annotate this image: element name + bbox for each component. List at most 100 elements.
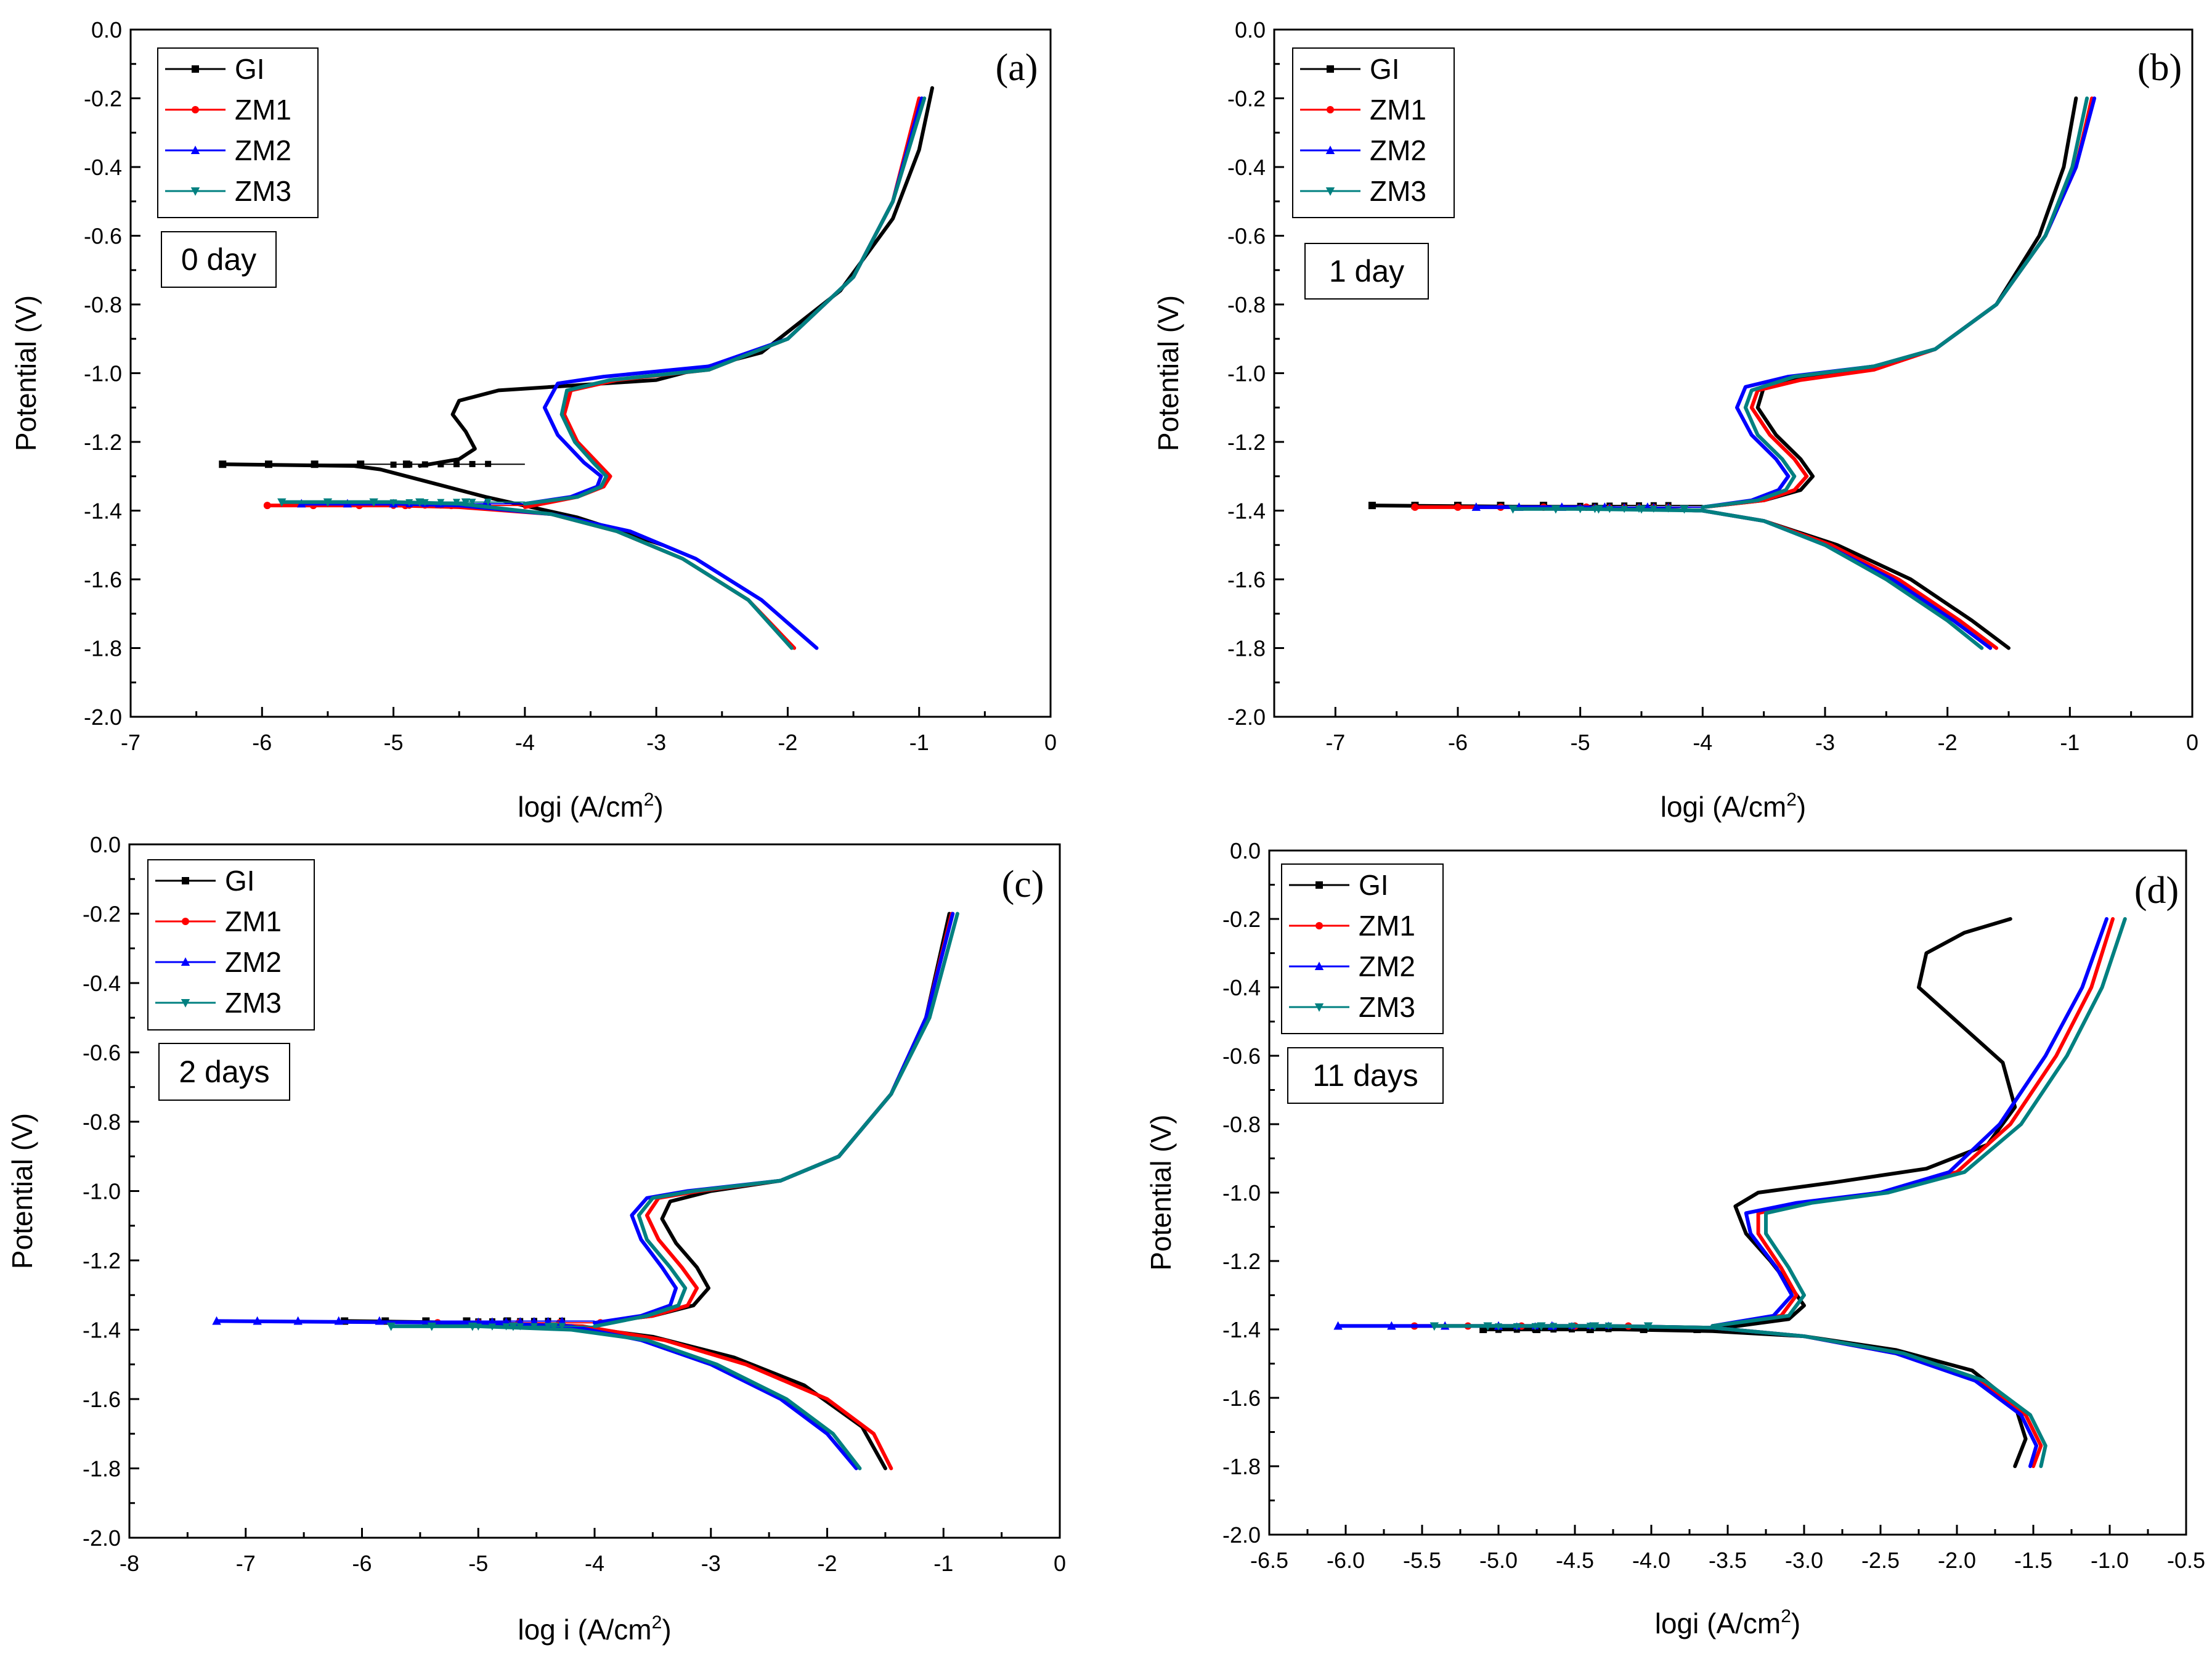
marker xyxy=(263,502,271,510)
y-tick-label: -1.8 xyxy=(1227,636,1266,661)
series-line-cathodic xyxy=(1432,1324,2047,1468)
marker xyxy=(1643,1322,1653,1331)
x-tick-label: -7 xyxy=(1325,730,1345,755)
x-tick-label: -5 xyxy=(1571,730,1590,755)
series-line-cathodic xyxy=(389,1324,862,1471)
marker xyxy=(1550,1323,1558,1331)
series-line-cathodic xyxy=(343,1319,887,1471)
marker xyxy=(1315,881,1323,889)
x-tick-label: -6.0 xyxy=(1327,1548,1365,1573)
series-line-anodic xyxy=(523,96,927,506)
legend-label: ZM2 xyxy=(235,134,291,166)
marker xyxy=(405,499,413,507)
marker xyxy=(474,1323,482,1331)
x-tick-label: -3 xyxy=(701,1551,721,1576)
legend-label: ZM2 xyxy=(225,946,282,978)
marker xyxy=(181,957,190,966)
y-tick-label: -1.4 xyxy=(1222,1317,1261,1342)
annotation-label: 2 days xyxy=(179,1055,269,1089)
annotation-box xyxy=(1287,1047,1444,1104)
x-tick-label: -3 xyxy=(1815,730,1835,755)
marker xyxy=(516,1317,524,1324)
y-tick-label: -1.0 xyxy=(1227,361,1266,386)
series-line-cathodic xyxy=(214,1319,858,1471)
marker xyxy=(437,461,444,468)
series-line-cathodic xyxy=(299,502,819,650)
x-tick-label: -6.5 xyxy=(1250,1548,1288,1573)
x-tick-label: -5.0 xyxy=(1479,1548,1518,1573)
marker xyxy=(1368,502,1376,510)
marker xyxy=(375,1316,384,1325)
marker xyxy=(485,460,492,467)
marker xyxy=(369,498,378,507)
x-tick-label: -4 xyxy=(1693,730,1712,755)
x-tick-label: -6 xyxy=(1448,730,1468,755)
marker xyxy=(1325,187,1335,196)
legend: GI ZM1 ZM2 ZM3 xyxy=(157,47,319,218)
x-tick-label: -2 xyxy=(778,730,797,755)
series-group xyxy=(1368,96,2097,650)
x-tick-label: 0 xyxy=(2186,730,2198,755)
y-tick-label: 0.0 xyxy=(1235,17,1266,43)
y-tick-label: -1.4 xyxy=(1227,499,1266,524)
marker xyxy=(1680,505,1689,514)
x-tick-label: -0.5 xyxy=(2167,1548,2205,1573)
series-zm3 xyxy=(1429,917,2127,1468)
marker xyxy=(516,1323,524,1331)
y-axis-title: Potential (V) xyxy=(6,1113,38,1269)
marker xyxy=(1537,1322,1546,1331)
marker xyxy=(530,1316,538,1324)
x-axis-title: log i (A/cm2) xyxy=(518,1612,671,1646)
chart-panel-1: -2.0 -1.8 -1.6 -1.4 -1.2 -1.0 -0.8 -0.6 -0.4 -0.2… xyxy=(10,17,1057,823)
marker xyxy=(192,65,199,73)
y-tick-label: -0.6 xyxy=(83,1040,121,1066)
legend-label: ZM1 xyxy=(1359,910,1415,942)
series-line-anodic xyxy=(1701,96,2097,509)
y-tick-label: -0.6 xyxy=(1222,1043,1261,1069)
y-tick-label: -0.8 xyxy=(84,292,122,317)
legend-label: ZM3 xyxy=(235,175,291,207)
legend-label: ZM2 xyxy=(1370,134,1426,166)
legend-label: ZM1 xyxy=(225,905,282,937)
y-tick-label: -2.0 xyxy=(84,704,122,730)
marker xyxy=(253,1316,262,1325)
series-group xyxy=(212,912,959,1471)
marker xyxy=(386,1322,396,1331)
series-line-anodic xyxy=(593,912,951,1325)
marker xyxy=(427,1322,436,1331)
x-tick-label: -5 xyxy=(468,1551,488,1576)
series-zm3 xyxy=(1508,96,2089,650)
marker xyxy=(1649,505,1657,513)
x-tick-label: -1 xyxy=(933,1551,953,1576)
marker xyxy=(1513,1323,1521,1331)
legend: GI ZM1 ZM2 ZM3 xyxy=(1281,863,1444,1034)
y-tick-label: -2.0 xyxy=(1227,704,1266,730)
y-tick-label: -1.0 xyxy=(1222,1180,1261,1206)
marker xyxy=(1429,1322,1439,1331)
marker xyxy=(1325,145,1335,154)
marker xyxy=(264,460,272,468)
y-tick-label: -0.2 xyxy=(84,86,122,112)
marker xyxy=(1551,505,1561,514)
y-tick-label: -1.0 xyxy=(84,361,122,386)
marker xyxy=(453,461,460,468)
y-tick-label: -1.6 xyxy=(83,1387,121,1412)
x-tick-label: -2 xyxy=(1938,730,1958,755)
legend-label: GI xyxy=(1370,53,1400,85)
marker xyxy=(1315,922,1323,929)
y-tick-label: 0.0 xyxy=(90,832,121,857)
y-tick-label: -0.6 xyxy=(84,224,122,249)
y-tick-label: -0.4 xyxy=(83,971,121,996)
y-tick-label: -1.2 xyxy=(84,430,122,455)
y-tick-label: -1.2 xyxy=(1227,430,1266,455)
chart-panel-2: -2.0 -1.8 -1.6 -1.4 -1.2 -1.0 -0.8 -0.6 -0.4 -0.2… xyxy=(1152,17,2198,823)
series-gi xyxy=(1479,917,2028,1468)
legend-label: ZM1 xyxy=(1370,94,1426,126)
marker xyxy=(1471,502,1481,511)
legend-label: ZM2 xyxy=(1359,950,1415,982)
legend-label: ZM3 xyxy=(225,987,282,1019)
marker xyxy=(293,1316,303,1325)
marker xyxy=(502,1317,510,1324)
y-tick-label: -1.6 xyxy=(1227,567,1266,592)
marker xyxy=(212,1316,221,1325)
